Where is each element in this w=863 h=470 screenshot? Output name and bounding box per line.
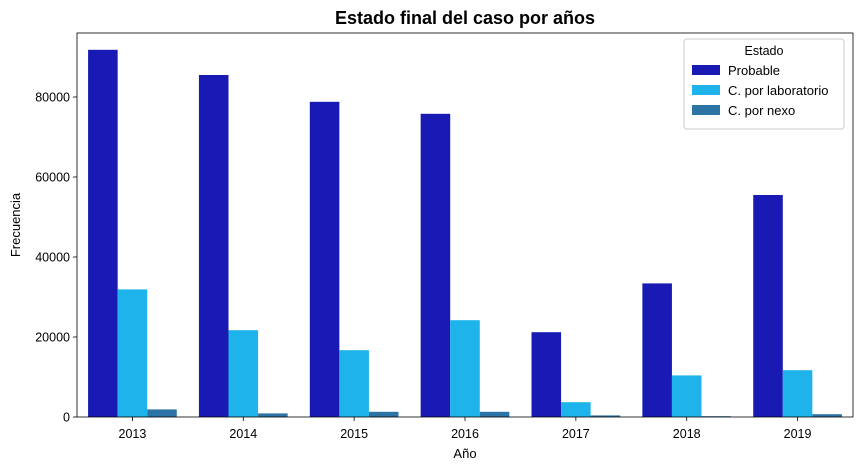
chart-title: Estado final del caso por años xyxy=(335,8,595,28)
x-tick-label: 2013 xyxy=(119,427,147,441)
bar-2016-series-1 xyxy=(450,320,480,417)
x-tick-label: 2017 xyxy=(562,427,590,441)
legend-swatch-0 xyxy=(692,65,720,75)
bar-2015-series-0 xyxy=(309,101,340,418)
bar-2017-series-0 xyxy=(531,332,562,417)
x-tick-label: 2019 xyxy=(784,427,812,441)
y-tick-label: 20000 xyxy=(35,331,70,345)
bar-2014-series-0 xyxy=(198,75,229,417)
legend-label-0: Probable xyxy=(728,63,780,78)
bar-2017-series-1 xyxy=(561,402,591,417)
bar-2014-series-1 xyxy=(228,330,259,417)
bar-2018-series-0 xyxy=(642,283,672,417)
y-tick-label: 40000 xyxy=(35,251,70,265)
x-tick-label: 2015 xyxy=(340,427,368,441)
plot-axes: 0 20000 40000 60000 80000 2013 2014 2015 2016 201… xyxy=(35,32,854,441)
bar-2018-series-1 xyxy=(671,375,702,417)
legend-box xyxy=(683,38,845,130)
bar-2019-series-2 xyxy=(812,414,842,417)
plot-bars xyxy=(88,49,842,418)
legend: Estado Probable C. por laboratorio C. por n… xyxy=(683,38,845,130)
y-tick-label: 0 xyxy=(63,411,70,425)
bar-2017-series-2 xyxy=(590,415,621,417)
bar-2014-series-2 xyxy=(258,413,288,417)
legend-title: Estado xyxy=(745,44,784,58)
legend-swatch-1 xyxy=(692,85,720,95)
legend-label-1: C. por laboratorio xyxy=(728,83,828,98)
y-axis-label: Frecuencia xyxy=(8,192,23,257)
x-axis-label: Año xyxy=(453,446,476,461)
x-tick-label: 2016 xyxy=(451,427,479,441)
x-tick-label: 2018 xyxy=(673,427,701,441)
bar-2019-series-1 xyxy=(782,370,813,417)
bar-2013-series-1 xyxy=(117,289,148,417)
legend-swatch-2 xyxy=(692,105,720,115)
bar-2015-series-1 xyxy=(339,350,369,417)
bar-2016-series-2 xyxy=(479,411,510,417)
bar-2019-series-0 xyxy=(753,195,783,417)
x-tick-label: 2014 xyxy=(229,427,257,441)
bar-2016-series-0 xyxy=(420,113,451,418)
legend-label-2: C. por nexo xyxy=(728,103,795,118)
y-tick-label: 60000 xyxy=(35,171,70,185)
bar-2013-series-2 xyxy=(147,409,177,417)
y-tick-label: 80000 xyxy=(35,91,70,105)
bar-2015-series-2 xyxy=(368,411,399,417)
bar-2013-series-0 xyxy=(88,49,118,418)
